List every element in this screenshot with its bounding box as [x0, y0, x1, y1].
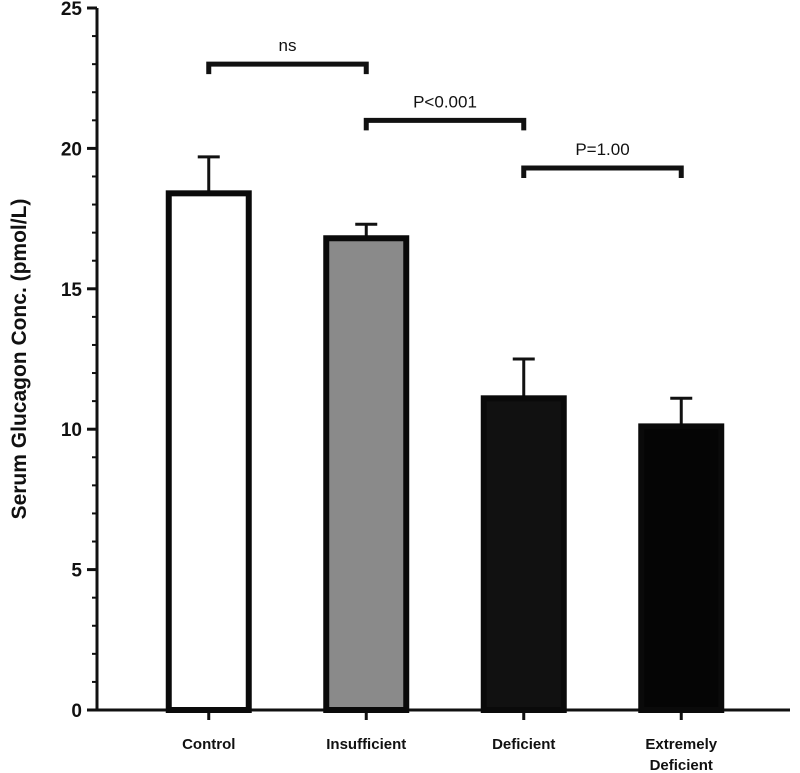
x-tick-label-0: Control [182, 736, 235, 753]
x-tick-label-line: Deficient [650, 757, 713, 773]
bar-extremely-deficient [638, 423, 725, 713]
bars [165, 155, 725, 713]
bar-insufficient [323, 235, 410, 713]
x-tick-label-line: Deficient [492, 736, 555, 753]
y-tick-label-15: 15 [61, 280, 83, 301]
bar-control [165, 190, 252, 713]
significance-bracket-0 [206, 61, 369, 75]
significance-bracket-1 [363, 117, 527, 131]
significance-label-2: P=1.00 [575, 140, 629, 159]
bar-deficient [480, 395, 567, 713]
significance-brackets: ns P<0.001 P=1.00 [206, 36, 684, 179]
x-tick-label-2: Deficient [492, 736, 555, 753]
x-tick-label-line: Control [182, 736, 235, 753]
significance-label-0: ns [279, 36, 297, 55]
x-tick-label-line: Extremely [645, 736, 717, 753]
y-tick-label-20: 20 [61, 139, 82, 160]
y-axis-label: Serum Glucagon Conc. (pmol/L) [8, 199, 31, 520]
x-tick-label-line: Insufficient [326, 736, 406, 753]
y-tick-label-0: 0 [71, 701, 82, 722]
y-tick-label-5: 5 [71, 561, 82, 582]
x-tick-label-1: Insufficient [326, 736, 406, 753]
y-tick-label-10: 10 [61, 420, 82, 441]
x-tick-label-3: Extremely Deficient [645, 736, 717, 773]
significance-label-1: P<0.001 [413, 92, 477, 111]
y-tick-label-25: 25 [61, 0, 83, 20]
significance-bracket-2 [521, 165, 684, 179]
